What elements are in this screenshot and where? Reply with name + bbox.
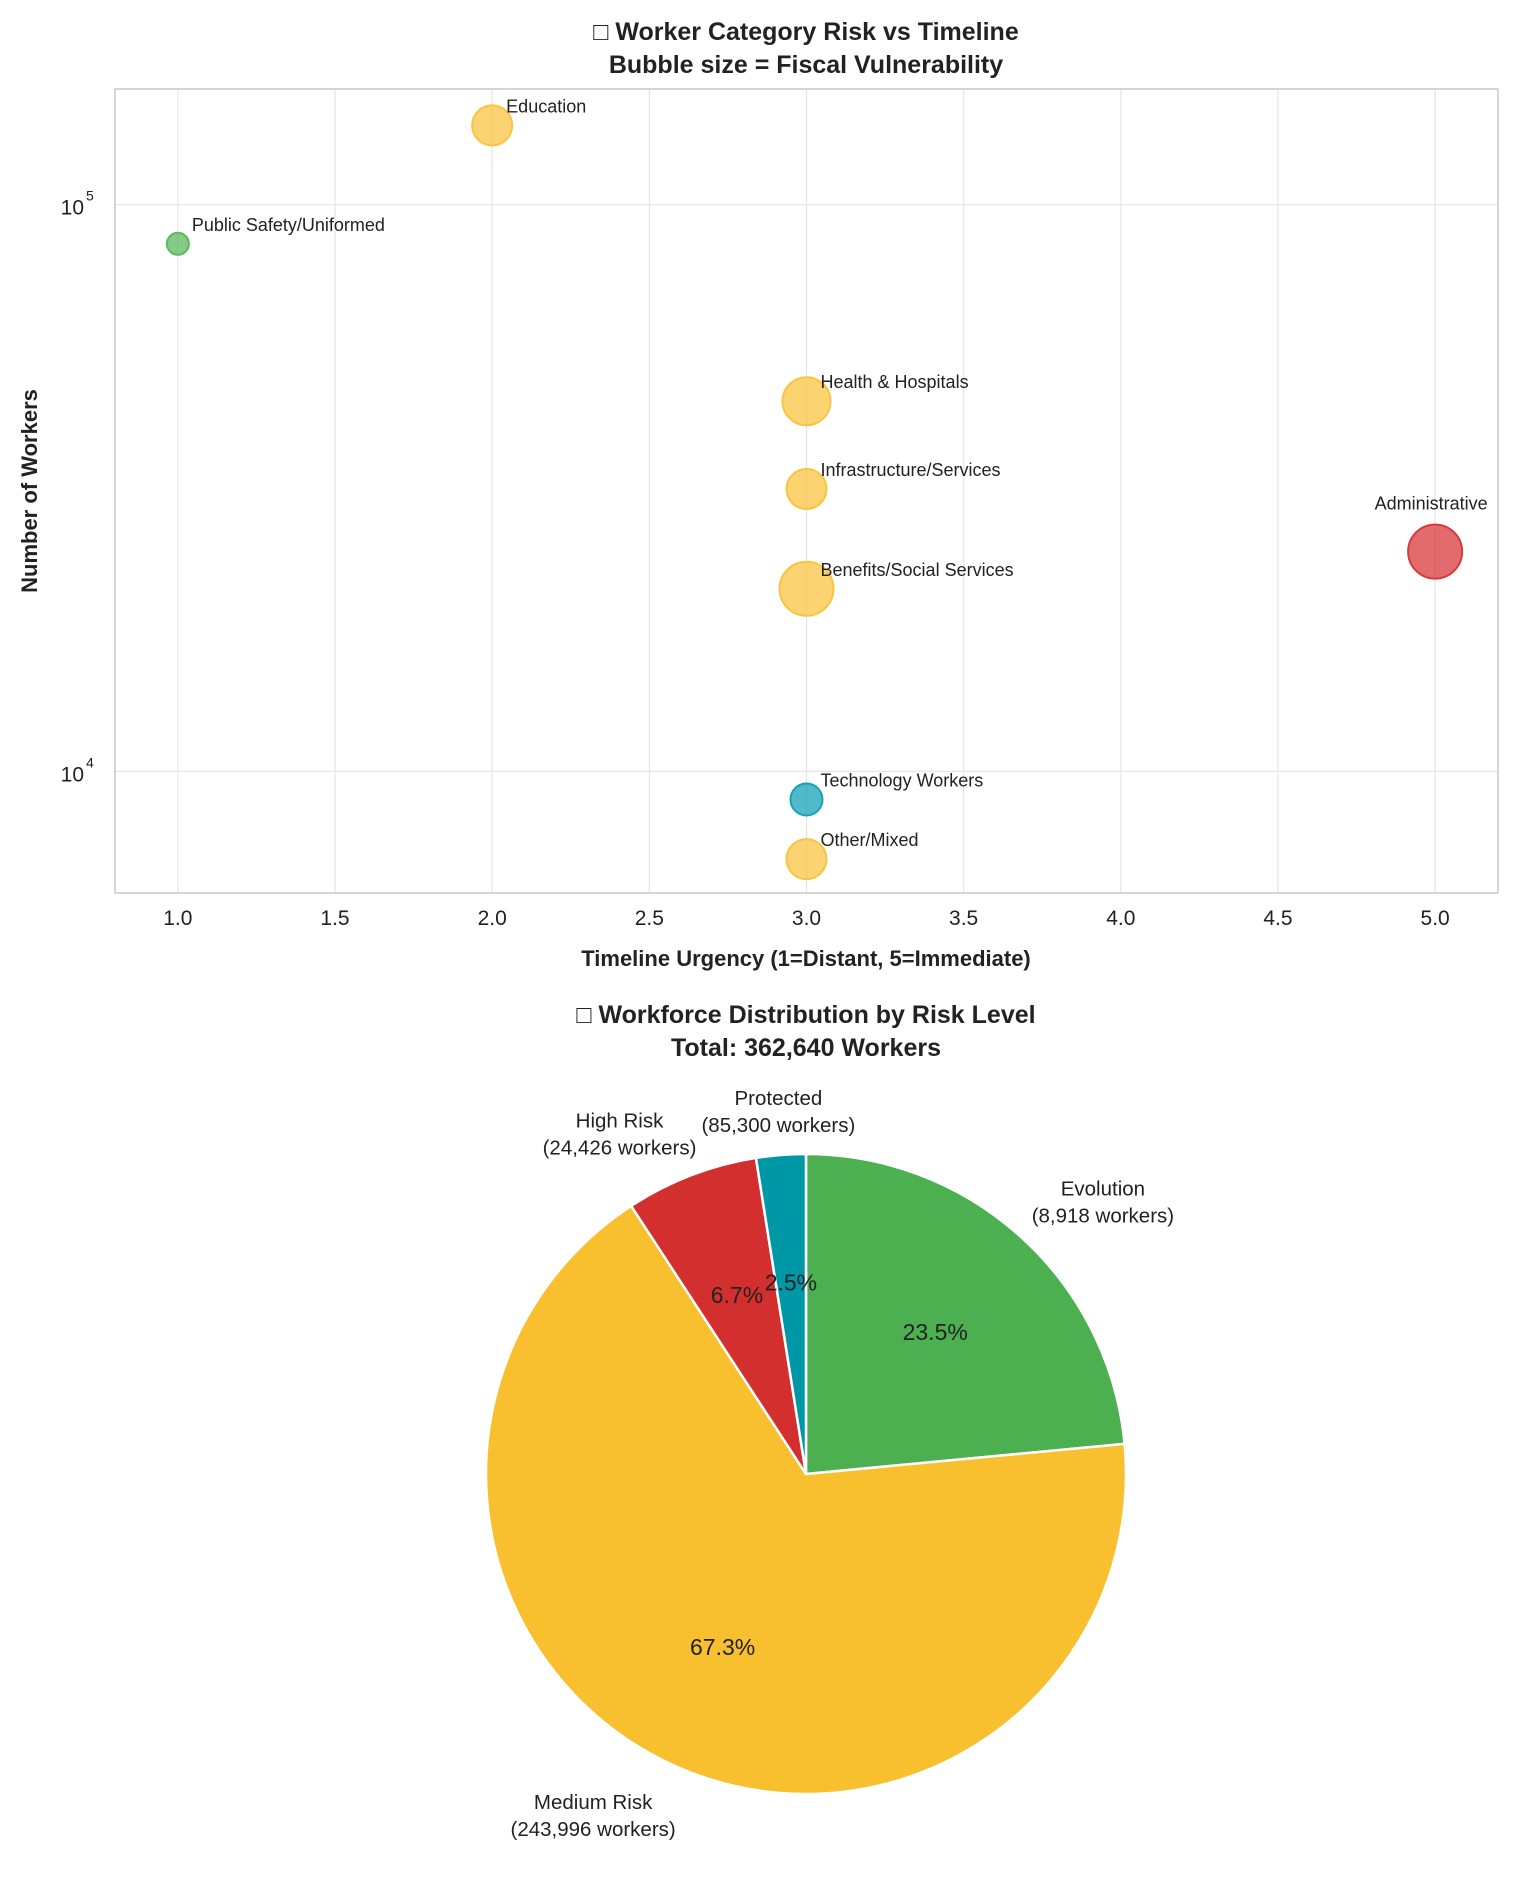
pie-slice — [484, 1204, 1128, 1796]
pie-title-icon: □ — [576, 1001, 592, 1029]
pie-count-label: (24,426 workers) — [543, 1137, 697, 1160]
scatter-y-axis-label: Number of Workers — [17, 389, 42, 593]
scatter-x-tick-labels: 1.0 1.5 2.0 2.5 3.0 3.5 4.0 4.5 5.0 — [163, 907, 1449, 930]
y-tick-label: 10 — [61, 197, 84, 220]
scatter-chart: □ Worker Category Risk vs Timeline Bubbl… — [17, 18, 1499, 971]
y-tick-exponent: 5 — [86, 188, 94, 204]
pie-slice — [754, 1152, 808, 1475]
bubble-point — [785, 467, 828, 510]
x-tick-label: 1.5 — [320, 907, 349, 930]
x-tick-label: 2.0 — [478, 907, 507, 930]
pie-title: □ Workforce Distribution by Risk Level — [576, 1001, 1035, 1029]
bubble-label: Benefits/Social Services — [821, 560, 1014, 580]
pie-category-label: Medium Risk — [534, 1791, 653, 1814]
pie-percent-label: 67.3% — [690, 1634, 755, 1660]
y-tick-exponent: 4 — [86, 754, 94, 770]
scatter-annotations: Education Public Safety/Uniformed Health &… — [192, 96, 1488, 850]
scatter-title-icon: □ — [593, 18, 609, 46]
bubble-point — [789, 782, 824, 817]
scatter-points — [165, 104, 1464, 881]
scatter-x-axis-label: Timeline Urgency (1=Distant, 5=Immediate… — [581, 946, 1031, 971]
pie-count-label: (8,918 workers) — [1032, 1205, 1174, 1228]
y-tick-label: 10 — [61, 763, 84, 786]
pie-labels: 23.5% Evolution (8,918 workers) 67.3% Medium… — [511, 1087, 1175, 1841]
bubble-point — [165, 231, 190, 256]
scatter-plot-frame — [114, 88, 1499, 894]
pie-category-label: High Risk — [576, 1110, 664, 1133]
pie-category-label: Protected — [735, 1087, 823, 1110]
x-tick-label: 1.0 — [163, 907, 192, 930]
pie-subtitle: Total: 362,640 Workers — [671, 1034, 941, 1062]
bubble-point — [1407, 523, 1464, 580]
bubble-label: Technology Workers — [821, 771, 984, 791]
bubble-label: Health & Hospitals — [821, 372, 969, 392]
pie-category-label: Evolution — [1061, 1178, 1145, 1201]
pie-slices — [484, 1152, 1128, 1796]
bubble-label: Administrative — [1375, 494, 1488, 514]
x-tick-label: 2.5 — [635, 907, 664, 930]
pie-slice — [629, 1156, 808, 1475]
pie-percent-label: 6.7% — [711, 1282, 763, 1308]
pie-title-text: Workforce Distribution by Risk Level — [598, 1001, 1035, 1029]
bubble-point — [785, 838, 828, 881]
scatter-subtitle: Bubble size = Fiscal Vulnerability — [609, 51, 1003, 79]
pie-slice — [804, 1152, 1126, 1476]
bubble-label: Infrastructure/Services — [821, 460, 1001, 480]
x-tick-label: 3.0 — [792, 907, 821, 930]
bubble-label: Education — [506, 96, 586, 116]
scatter-title-text: Worker Category Risk vs Timeline — [615, 18, 1019, 46]
bubble-label: Public Safety/Uniformed — [192, 215, 385, 235]
pie-count-label: (243,996 workers) — [511, 1818, 676, 1841]
bubble-point — [778, 560, 835, 617]
x-tick-label: 5.0 — [1421, 907, 1450, 930]
scatter-title: □ Worker Category Risk vs Timeline — [593, 18, 1019, 46]
pie-chart: □ Workforce Distribution by Risk Level T… — [484, 1001, 1175, 1841]
bubble-point — [781, 376, 832, 427]
x-tick-label: 4.5 — [1263, 907, 1292, 930]
pie-count-label: (85,300 workers) — [701, 1114, 855, 1137]
pie-percent-label: 2.5% — [765, 1270, 817, 1296]
bubble-label: Other/Mixed — [821, 830, 919, 850]
x-tick-label: 3.5 — [949, 907, 978, 930]
pie-percent-label: 23.5% — [903, 1319, 968, 1345]
bubble-point — [471, 104, 514, 147]
x-tick-label: 4.0 — [1106, 907, 1135, 930]
